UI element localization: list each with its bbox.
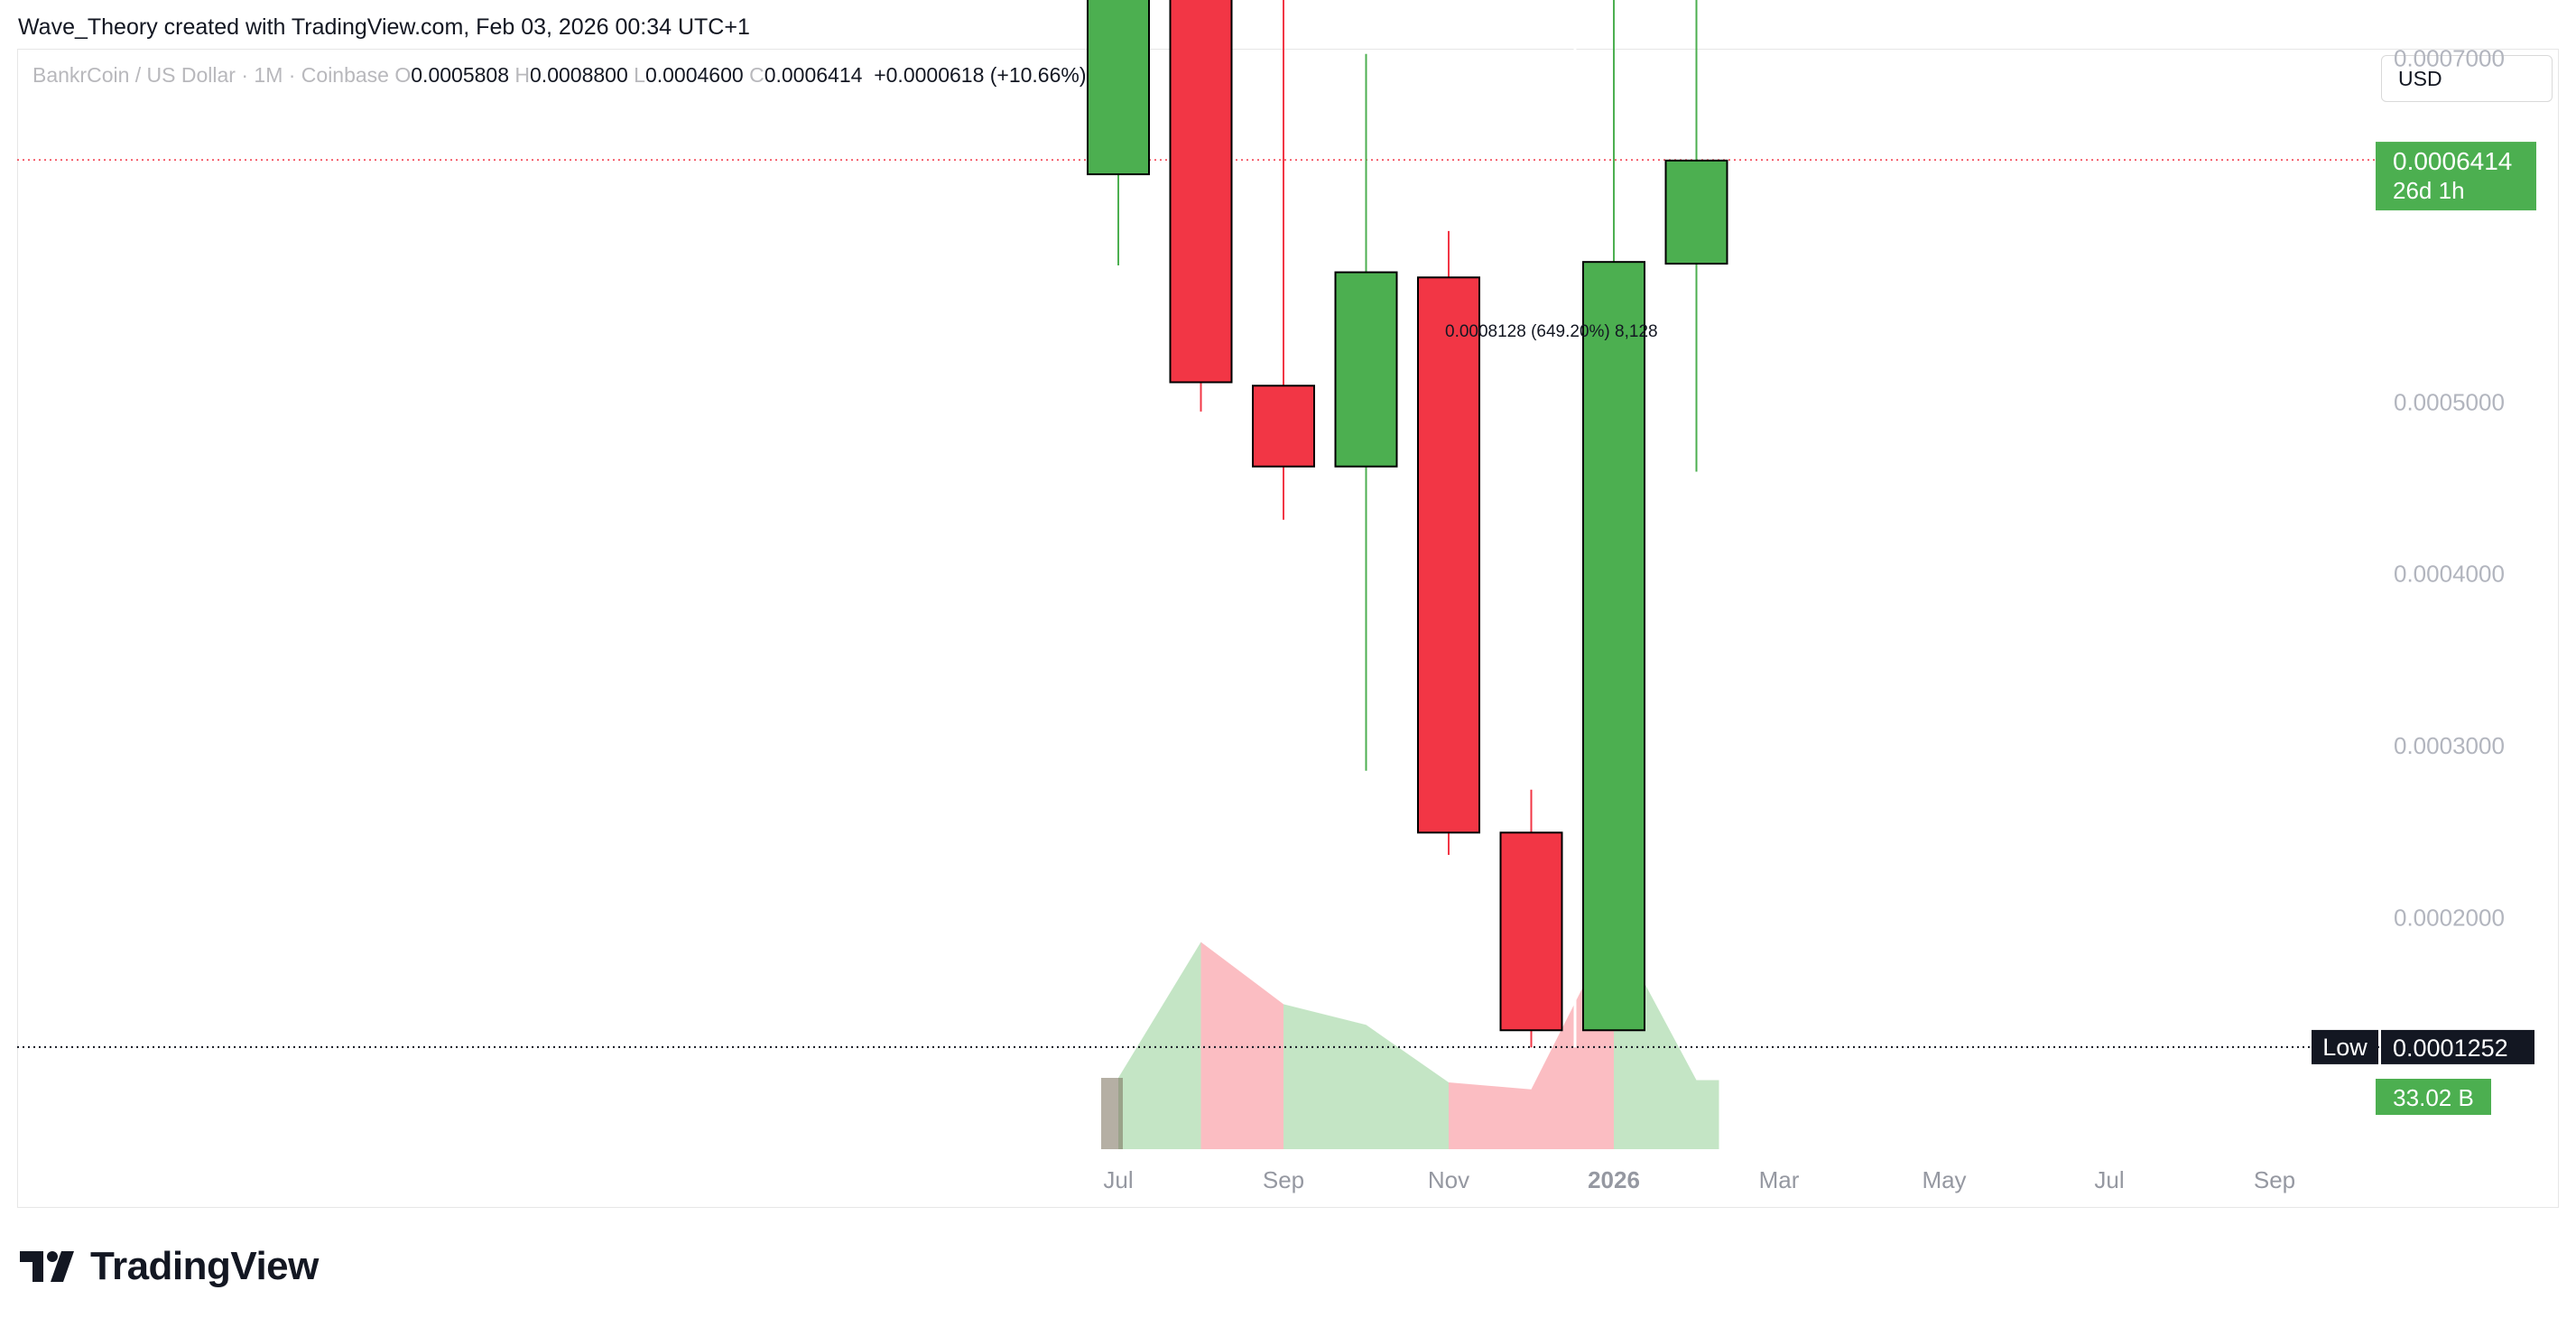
low-badge-value: 0.0001252 <box>2393 1035 2508 1062</box>
close-value: 0.0006414 <box>764 63 863 87</box>
low-label: L <box>634 63 645 87</box>
chart-frame <box>17 49 2559 1208</box>
close-label: C <box>749 63 764 87</box>
x-tick-label: Nov <box>1428 1166 1469 1193</box>
x-tick-label: Jul <box>1103 1166 1133 1193</box>
open-label: O <box>394 63 412 87</box>
y-tick-label: 0.0002000 <box>2394 905 2505 932</box>
candle-body <box>1499 831 1563 1032</box>
low-badge-value-bg <box>2381 1029 2534 1064</box>
change-value: +0.0000618 (+10.66%) <box>874 63 1087 87</box>
candle-body <box>1087 0 1150 176</box>
candle-body <box>1334 271 1398 468</box>
symbol-label[interactable]: BankrCoin / US Dollar · 1M · Coinbase <box>32 63 389 87</box>
measure-label: 0.0008128 (649.20%) 8,128 <box>1445 322 1658 341</box>
candle-body <box>1664 159 1728 265</box>
x-tick-label: Sep <box>1263 1166 1304 1193</box>
volume-area <box>1118 942 1201 1149</box>
low-badge-label-bg <box>2312 1029 2378 1064</box>
volume-area <box>1200 942 1283 1149</box>
y-tick-label: 0.0005000 <box>2394 388 2505 415</box>
high-value: 0.0008800 <box>530 63 628 87</box>
volume-area <box>1366 1025 1449 1149</box>
candlestick-chart[interactable]: 0.65 (0.0008103)0.618 (0.0007766)0.00081… <box>0 0 2576 1210</box>
volume-badge <box>2376 1079 2491 1115</box>
candle-body <box>1417 276 1480 834</box>
y-tick-label: 0.0007000 <box>2394 45 2505 72</box>
low-value: 0.0004600 <box>644 63 744 87</box>
volume-area <box>1696 1080 1719 1149</box>
tradingview-logo-icon <box>20 1251 74 1282</box>
ohlc-legend: BankrCoin / US Dollar · 1M · Coinbase O0… <box>32 63 1087 88</box>
currency-selector[interactable]: USD <box>2381 55 2553 102</box>
volume-value: 33.02 B <box>2393 1084 2474 1111</box>
x-tick-label: Sep <box>2254 1166 2295 1193</box>
author-credit: Wave_Theory created with TradingView.com… <box>18 14 750 40</box>
high-label: H <box>514 63 531 87</box>
low-badge-label: Low <box>2322 1034 2368 1061</box>
candle-body <box>1252 385 1315 468</box>
tradingview-logo[interactable]: TradingView <box>20 1244 319 1289</box>
volume-area <box>1449 1082 1532 1149</box>
x-tick-label: Mar <box>1759 1166 1800 1193</box>
candle-countdown: 26d 1h <box>2393 177 2465 204</box>
candle-body <box>1169 0 1233 384</box>
volume-bar <box>1101 1078 1123 1149</box>
x-tick-label: May <box>1922 1166 1966 1193</box>
x-tick-label: 2026 <box>1588 1166 1640 1193</box>
y-tick-label: 0.0004000 <box>2394 561 2505 588</box>
candle-body <box>1582 261 1645 1032</box>
volume-area <box>1283 1004 1367 1149</box>
current-price-badge <box>2376 142 2536 211</box>
tradingview-brand: TradingView <box>90 1244 319 1288</box>
current-price-value: 0.0006414 <box>2393 147 2512 175</box>
y-tick-label: 0.0003000 <box>2394 732 2505 759</box>
open-value: 0.0005808 <box>411 63 509 87</box>
x-tick-label: Jul <box>2094 1166 2124 1193</box>
